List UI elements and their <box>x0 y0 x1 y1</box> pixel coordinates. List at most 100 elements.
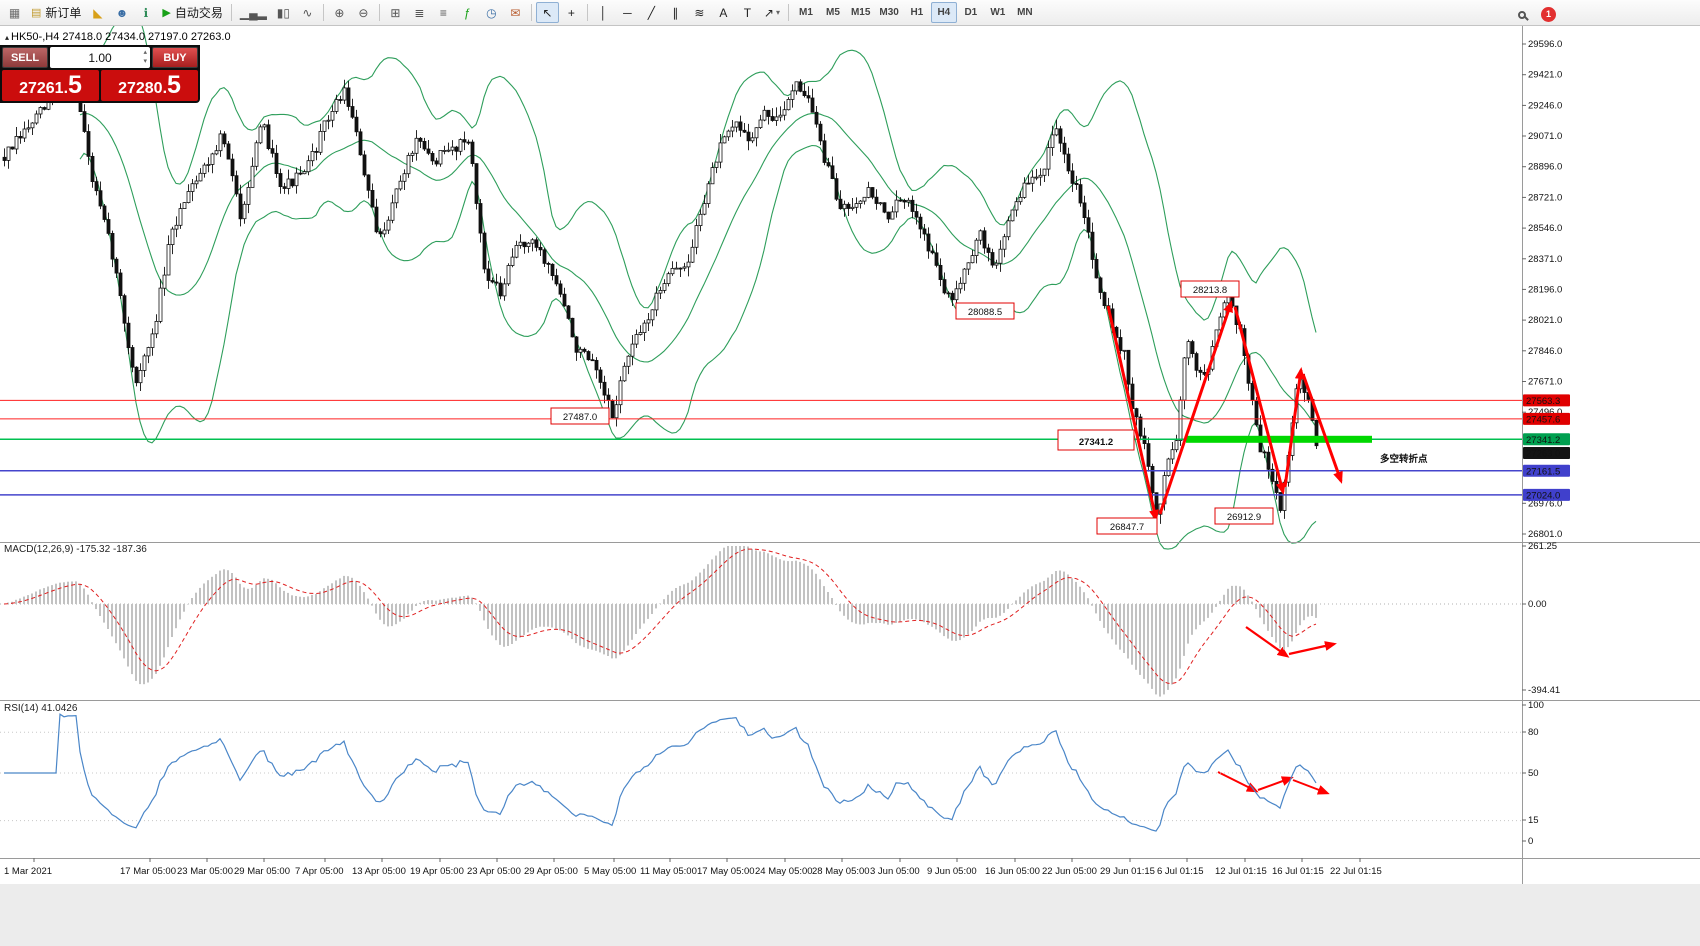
indicators-list-icon[interactable]: ≣ <box>414 5 425 20</box>
crosshair-icon[interactable]: + <box>567 5 575 20</box>
add-indicator-icon[interactable]: ƒ <box>464 5 471 20</box>
autotrading-play-icon: ▶ <box>162 7 171 19</box>
profile-icon[interactable]: ☻ <box>115 5 129 20</box>
info-icon[interactable]: ℹ <box>143 5 149 20</box>
bottom-filler <box>0 884 1700 946</box>
clock-icon[interactable]: ◷ <box>486 5 497 20</box>
zoom-in-icon[interactable]: ⊕ <box>334 5 345 20</box>
annotation-box[interactable]: 28088.5 <box>955 302 1015 320</box>
svg-text:27341.2: 27341.2 <box>1526 435 1560 446</box>
price-axis-label: 26976.0 <box>1528 498 1562 509</box>
price-tag: 27563.3 <box>1523 394 1570 407</box>
sell-button[interactable]: SELL <box>2 47 48 68</box>
macd-signal-line <box>3 548 1317 685</box>
bar-chart-icon[interactable]: ▁▄▂ <box>239 5 267 20</box>
notification-badge[interactable]: 1 <box>1541 7 1556 22</box>
annotation-box[interactable]: 27341.2 <box>1057 429 1135 451</box>
time-axis-label: 16 Jun 05:00 <box>985 866 1040 877</box>
chart-window-icon[interactable]: ▦ <box>8 5 21 20</box>
candlestick-chart-icon[interactable]: ▮▯ <box>276 5 290 20</box>
svg-text:15: 15 <box>1528 815 1539 826</box>
timeframe-mn-button[interactable]: MN <box>1017 7 1033 18</box>
timeframe-m1-button[interactable]: M1 <box>799 7 813 18</box>
annotation-box[interactable]: 28213.8 <box>1180 280 1240 298</box>
time-axis-label: 17 Mar 05:00 <box>120 866 176 877</box>
price-axis[interactable]: 29596.0 29421.0 29246.0 29071.0 28896.0 28721… <box>1522 39 1570 540</box>
time-axis-label: 16 Jul 01:15 <box>1272 866 1324 877</box>
price-axis-label: 29071.0 <box>1528 131 1562 142</box>
mail-icon[interactable]: ✉ <box>510 5 521 20</box>
annotation-box[interactable]: 27487.0 <box>550 407 610 425</box>
turning-point-label[interactable]: 多空转折点 <box>1379 452 1430 467</box>
rsi-panel[interactable] <box>0 700 1700 858</box>
autotrading-button[interactable]: ▶ 自动交易 <box>158 2 226 23</box>
macd-histogram <box>7 546 1317 697</box>
buy-button[interactable]: BUY <box>152 47 198 68</box>
horizontal-line-icon[interactable]: ─ <box>623 5 632 20</box>
new-order-button-label: 新订单 <box>45 6 82 20</box>
price-axis-label: 27846.0 <box>1528 346 1562 357</box>
channel-icon[interactable]: ∥ <box>672 5 679 20</box>
fibonacci-icon[interactable]: ≋ <box>694 5 705 20</box>
volume-value: 1.00 <box>88 50 112 65</box>
volume-input[interactable]: 1.00 ▴ ▾ <box>50 47 150 68</box>
macd-panel[interactable] <box>0 542 1700 700</box>
magnifier-glyph <box>1517 10 1526 19</box>
toolbar-button-strip: ▦ ▤ 新订单 ◣ ☻ ℹ ▶ 自动交易 ▁▄▂ ▮▯ ∿ ⊕ ⊖ ⊞ ≣ ≡ ƒ ◷ ✉ ↖ + │ ─ ╱ ∥ ≋ A T ↗ ▾ M1… <box>3 2 1038 23</box>
time-axis-label: 22 Jun 05:00 <box>1042 866 1097 877</box>
timeframe-m5-button[interactable]: M5 <box>826 7 840 18</box>
volume-spinner[interactable]: ▴ ▾ <box>143 48 147 66</box>
time-axis-strip[interactable] <box>0 858 1700 884</box>
price-axis-label: 28721.0 <box>1528 192 1562 203</box>
time-axis-label: 3 Jun 05:00 <box>870 866 920 877</box>
price-tag: 27024.0 <box>1523 488 1570 501</box>
volume-up-icon[interactable]: ▴ <box>143 49 147 56</box>
vertical-line-icon[interactable]: │ <box>599 5 608 20</box>
price-tag: 27263.0 <box>1523 447 1570 460</box>
annotation-box[interactable]: 26912.9 <box>1214 507 1274 525</box>
volume-down-icon[interactable]: ▾ <box>143 58 147 65</box>
arrows-icon[interactable]: ↗ ▾ <box>763 5 780 20</box>
new-order-doc-icon: ▤ <box>31 7 42 19</box>
timeframe-h1-button[interactable]: H1 <box>910 7 924 18</box>
time-axis[interactable]: 1 Mar 2021 17 Mar 05:00 23 Mar 05:00 29 Mar… <box>4 858 1382 877</box>
timeframe-m30-button[interactable]: M30 <box>879 7 899 18</box>
rsi-line <box>4 713 1317 832</box>
zoom-out-icon[interactable]: ⊖ <box>358 5 369 20</box>
buy-price-display[interactable]: 27280. 5 <box>101 70 198 101</box>
trendline-icon[interactable]: ╱ <box>647 5 655 20</box>
dropdown-caret-icon: ▾ <box>775 8 780 17</box>
label-icon[interactable]: T <box>743 5 752 20</box>
tile-windows-icon[interactable]: ⊞ <box>390 5 401 20</box>
cursor-icon[interactable]: ↖ <box>535 2 559 23</box>
time-axis-label: 1 Mar 2021 <box>4 866 52 877</box>
horn-icon[interactable]: ◣ <box>93 5 103 20</box>
macd-trend-arrows[interactable] <box>1245 626 1337 658</box>
toolbar-separator <box>378 4 380 21</box>
search-icon[interactable] <box>1510 4 1533 25</box>
svg-text:26912.9: 26912.9 <box>1227 512 1261 523</box>
timeframe-w1-button[interactable]: W1 <box>990 7 1006 18</box>
chart-ohlc-line: ▴ HK50-,H4 27418.0 27434.0 27197.0 27263.… <box>5 31 231 43</box>
line-chart-icon[interactable]: ∿ <box>302 5 313 20</box>
svg-text:80: 80 <box>1528 727 1539 738</box>
bollinger-bands <box>79 26 1317 550</box>
indicator-axis[interactable]: 261.25 0.00 -394.41 100 80 50 15 0 <box>1522 541 1560 847</box>
chart-canvas[interactable]: 多空转折点 28088.5 28213.8 27487.0 27341.2 26847.7… <box>0 26 1700 946</box>
data-window-icon[interactable]: ≡ <box>439 5 447 20</box>
svg-text:50: 50 <box>1528 768 1539 779</box>
sell-price-display[interactable]: 27261. 5 <box>2 70 99 101</box>
rsi-trend-arrows[interactable] <box>1217 771 1330 795</box>
timeframe-m15-button[interactable]: M15 <box>850 7 871 18</box>
chart-render-surface: 多空转折点 28088.5 28213.8 27487.0 27341.2 26847.7… <box>0 26 1700 946</box>
annotation-box[interactable]: 26847.7 <box>1096 517 1158 535</box>
price-axis-label: 29421.0 <box>1528 70 1562 81</box>
timeframe-d1-button[interactable]: D1 <box>964 7 978 18</box>
main-chart-panel[interactable] <box>0 26 1700 542</box>
support-zone-bar[interactable] <box>1186 435 1372 443</box>
text-icon[interactable]: A <box>719 5 728 20</box>
toolbar-separator <box>230 4 232 21</box>
timeframe-h4-button[interactable]: H4 <box>930 2 957 23</box>
new-order-button[interactable]: ▤ 新订单 <box>27 2 85 23</box>
price-trend-arrows[interactable] <box>1106 300 1343 522</box>
